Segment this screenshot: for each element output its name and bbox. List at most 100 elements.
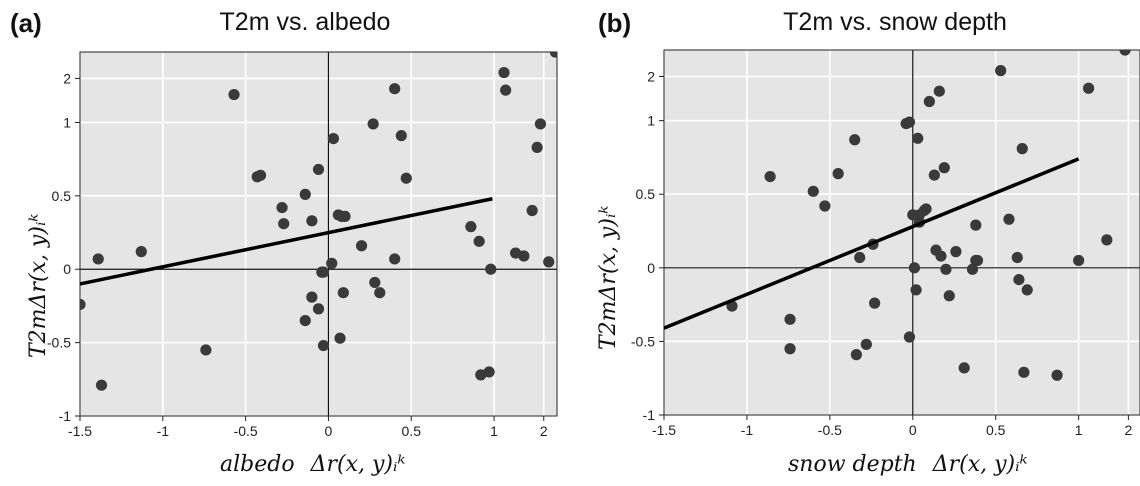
data-point (903, 331, 916, 343)
y-tick-label: -0.5 (47, 335, 71, 351)
x-tick-label: 2 (540, 423, 548, 439)
data-point (1021, 284, 1033, 296)
x-axis-label-variable: albedo (220, 452, 295, 477)
data-point (92, 253, 104, 265)
x-tick-label: -0.5 (234, 423, 258, 439)
data-point (908, 262, 921, 274)
data-point (526, 204, 538, 217)
data-point (500, 84, 512, 96)
data-point (367, 118, 379, 130)
data-point (254, 169, 267, 181)
x-axis-label: albedo Δr(x, y)ᵢᵏ (220, 452, 405, 477)
data-point (869, 297, 881, 309)
data-point (473, 235, 485, 247)
y-tick-label: 2 (63, 70, 71, 86)
data-point (970, 219, 982, 231)
data-point (317, 266, 330, 278)
y-tick-label: -1 (643, 407, 656, 423)
data-point (1011, 251, 1023, 264)
data-point (903, 116, 916, 128)
plot-frame (663, 49, 1140, 416)
data-point (854, 251, 866, 264)
data-point (355, 240, 368, 252)
data-point (933, 85, 945, 97)
data-point (966, 263, 979, 275)
data-point (1082, 82, 1095, 94)
data-point (912, 132, 924, 144)
data-point (369, 276, 381, 289)
data-point (832, 168, 844, 180)
chart-title: T2m vs. albedo (219, 8, 391, 36)
data-point (1003, 213, 1015, 225)
data-point (928, 169, 940, 181)
data-point (920, 203, 932, 215)
data-point (312, 303, 325, 315)
data-points (80, 52, 557, 391)
data-point (299, 188, 311, 200)
data-point (910, 284, 922, 296)
fit-line (663, 157, 1080, 330)
data-point (389, 253, 401, 265)
data-point (395, 130, 407, 142)
data-point (276, 201, 288, 214)
data-point (1051, 369, 1063, 381)
data-point (1101, 234, 1113, 246)
y-tick-label: 0.5 (52, 188, 72, 204)
x-tick-label: -0.5 (818, 422, 842, 438)
data-point (995, 65, 1007, 77)
panel-label: (a) (10, 8, 42, 38)
x-tick-label: 2 (1124, 422, 1132, 438)
data-point (1013, 273, 1025, 286)
data-point (1018, 366, 1030, 378)
data-point (850, 349, 862, 361)
data-point (326, 257, 338, 269)
panel-label: (b) (598, 8, 632, 38)
data-point (306, 291, 318, 303)
data-point (543, 256, 555, 268)
data-point (200, 344, 212, 356)
data-point (317, 339, 330, 352)
data-point (400, 172, 412, 184)
data-point (327, 132, 340, 145)
data-point (389, 83, 401, 95)
chart-title: T2m vs. snow depth (783, 8, 1007, 36)
data-point (784, 313, 796, 325)
scatter-plot-a: -1.5 -1 -0.5 0 0.5 1 2-1-0.500.512 (47, 51, 558, 439)
x-tick-label: 0 (909, 422, 917, 438)
data-point (943, 290, 955, 302)
y-tick-label: -0.5 (631, 333, 655, 349)
data-point (958, 362, 970, 374)
data-points (726, 50, 1131, 381)
x-tick-label: 0.5 (986, 422, 1006, 438)
data-point (764, 170, 776, 183)
data-point (549, 52, 557, 58)
data-point (339, 210, 351, 222)
data-point (518, 250, 530, 262)
data-point (1119, 50, 1131, 56)
x-axis-label-expression: Δr(x, y)ᵢᵏ (310, 452, 406, 477)
data-point (278, 218, 290, 230)
data-point (1016, 143, 1028, 155)
scatter-plot-b: -1.5 -1 -0.5 0 0.5 1 2-1-0.500.512 (631, 49, 1140, 438)
y-tick-label: 2 (647, 68, 655, 84)
plot-frame (79, 51, 558, 417)
x-tick-label: -1.5 (68, 423, 92, 439)
panel-a: (a) T2m vs. albedo T2mΔr(x, y)ᵢᵏ albedo Δ… (10, 8, 558, 477)
data-point (860, 338, 872, 350)
data-point (849, 134, 861, 146)
data-point (534, 118, 547, 130)
data-point (465, 221, 477, 233)
x-axis-label-variable: snow depth (788, 452, 917, 477)
data-point (485, 263, 497, 275)
data-point (135, 246, 147, 258)
data-point (819, 200, 831, 212)
x-tick-label: -1 (157, 423, 170, 439)
x-tick-label: 1 (490, 423, 498, 439)
x-tick-label: 1 (1075, 422, 1083, 438)
data-point (334, 332, 346, 344)
data-point (950, 246, 962, 258)
x-axis-label: snow depth Δr(x, y)ᵢᵏ (788, 452, 1028, 477)
data-point (374, 287, 386, 299)
data-point (923, 95, 935, 108)
x-tick-label: -1.5 (652, 422, 676, 438)
